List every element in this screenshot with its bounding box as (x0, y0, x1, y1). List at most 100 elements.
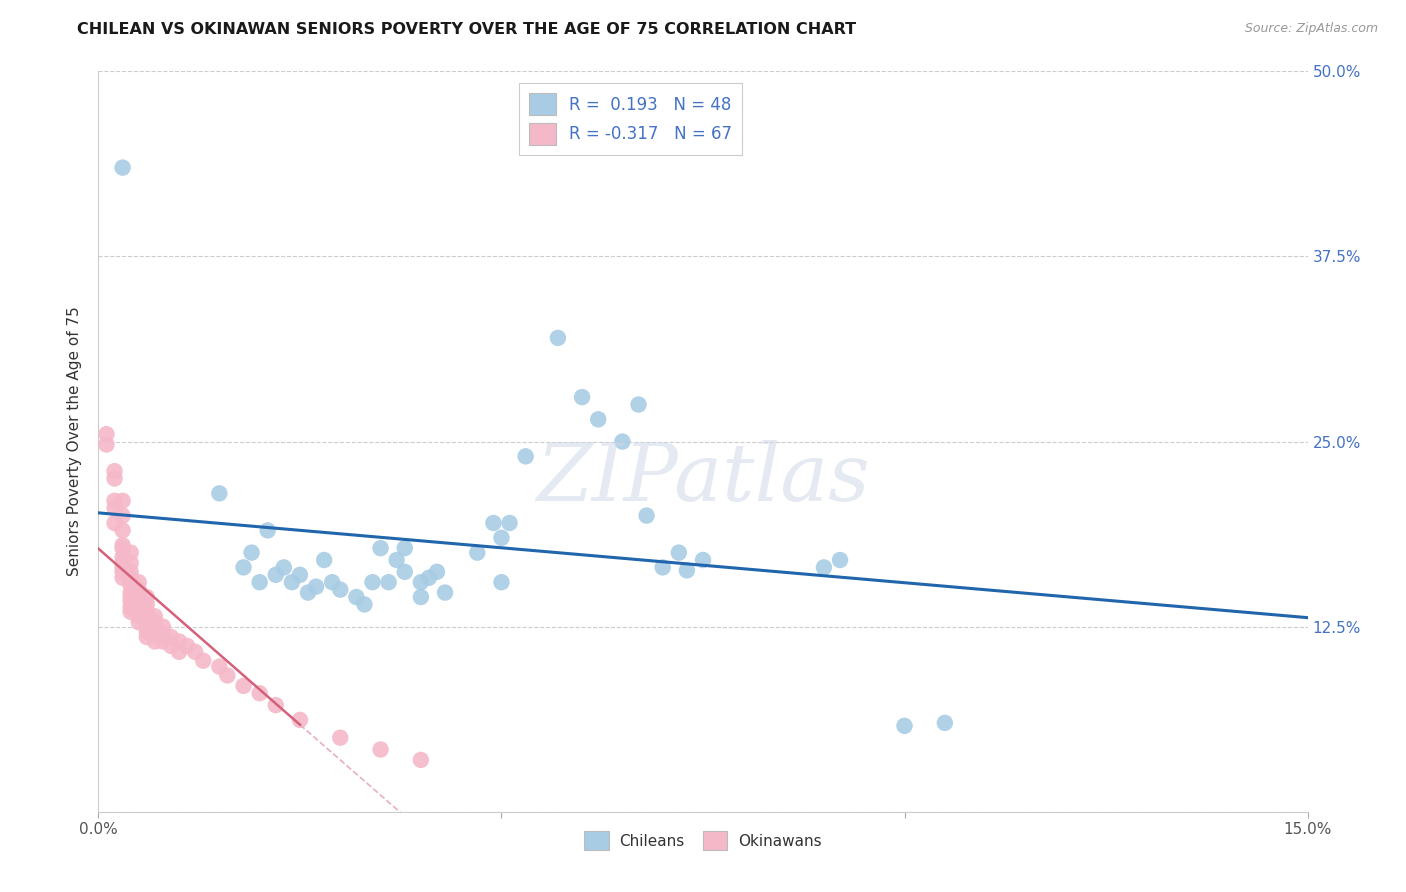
Point (135, 630, 157, 644)
Point (128, 598, 150, 612)
Point (676, 563, 699, 577)
Point (135, 598, 157, 612)
Point (143, 634, 166, 648)
Point (240, 546, 263, 560)
Point (120, 571, 142, 585)
Point (491, 575, 513, 590)
Point (232, 560, 254, 574)
Point (128, 605, 150, 619)
Point (135, 605, 157, 619)
Point (273, 560, 295, 574)
Point (103, 493, 125, 508)
Point (361, 575, 384, 590)
Point (314, 553, 336, 567)
Point (176, 639, 198, 653)
Point (409, 753, 432, 767)
Point (297, 585, 319, 599)
Point (152, 634, 174, 648)
Point (111, 556, 134, 570)
Point (111, 571, 134, 585)
Point (128, 582, 150, 597)
Point (668, 546, 690, 560)
Point (135, 619, 157, 633)
Point (128, 575, 150, 590)
Point (515, 450, 537, 464)
Point (353, 598, 375, 612)
Point (426, 565, 449, 579)
Point (264, 567, 287, 582)
Point (143, 615, 166, 630)
Point (103, 464, 125, 478)
Point (143, 621, 166, 635)
Point (813, 560, 835, 574)
Point (111, 565, 134, 579)
Point (370, 541, 392, 556)
Point (249, 686, 271, 700)
Text: ZIPatlas: ZIPatlas (536, 440, 870, 517)
Point (651, 560, 673, 574)
Point (571, 390, 593, 404)
Point (281, 575, 304, 590)
Point (627, 398, 650, 412)
Point (418, 571, 440, 585)
Point (232, 679, 254, 693)
Point (111, 541, 134, 556)
Point (120, 565, 142, 579)
Point (135, 590, 157, 604)
Point (409, 590, 432, 604)
Point (96, 427, 118, 442)
Point (111, 508, 134, 523)
Point (111, 538, 134, 552)
Point (434, 585, 457, 599)
Point (152, 619, 174, 633)
Point (135, 615, 157, 630)
Point (498, 516, 520, 530)
Point (208, 659, 231, 673)
Point (120, 556, 142, 570)
Point (96, 437, 118, 451)
Y-axis label: Seniors Poverty Over the Age of 75: Seniors Poverty Over the Age of 75 (67, 307, 83, 576)
Point (385, 553, 408, 567)
Text: CHILEAN VS OKINAWAN SENIORS POVERTY OVER THE AGE OF 75 CORRELATION CHART: CHILEAN VS OKINAWAN SENIORS POVERTY OVER… (77, 22, 856, 37)
Point (636, 508, 658, 523)
Point (370, 742, 392, 756)
Point (152, 627, 174, 641)
Point (256, 524, 278, 538)
Point (120, 590, 142, 604)
Point (167, 634, 190, 648)
Point (491, 531, 513, 545)
Point (394, 565, 416, 579)
Point (128, 600, 150, 615)
Point (160, 630, 183, 644)
Point (120, 578, 142, 592)
Point (103, 471, 125, 485)
Point (692, 553, 714, 567)
Point (288, 567, 311, 582)
Point (193, 654, 215, 668)
Point (120, 546, 142, 560)
Point (111, 560, 134, 574)
Point (893, 719, 915, 733)
Point (288, 713, 311, 727)
Point (321, 575, 343, 590)
Point (217, 668, 239, 682)
Point (120, 585, 142, 599)
Point (305, 580, 328, 594)
Point (264, 698, 287, 712)
Text: Source: ZipAtlas.com: Source: ZipAtlas.com (1244, 22, 1378, 36)
Point (103, 501, 125, 516)
Point (160, 639, 183, 653)
Point (612, 434, 634, 449)
Point (465, 546, 488, 560)
Point (828, 553, 851, 567)
Point (128, 609, 150, 624)
Point (208, 486, 231, 500)
Point (128, 590, 150, 604)
Point (143, 609, 166, 624)
Point (329, 731, 352, 745)
Point (394, 541, 416, 556)
Point (329, 582, 352, 597)
Point (111, 524, 134, 538)
Legend: Chileans, Okinawans: Chileans, Okinawans (575, 822, 831, 860)
Point (111, 161, 134, 175)
